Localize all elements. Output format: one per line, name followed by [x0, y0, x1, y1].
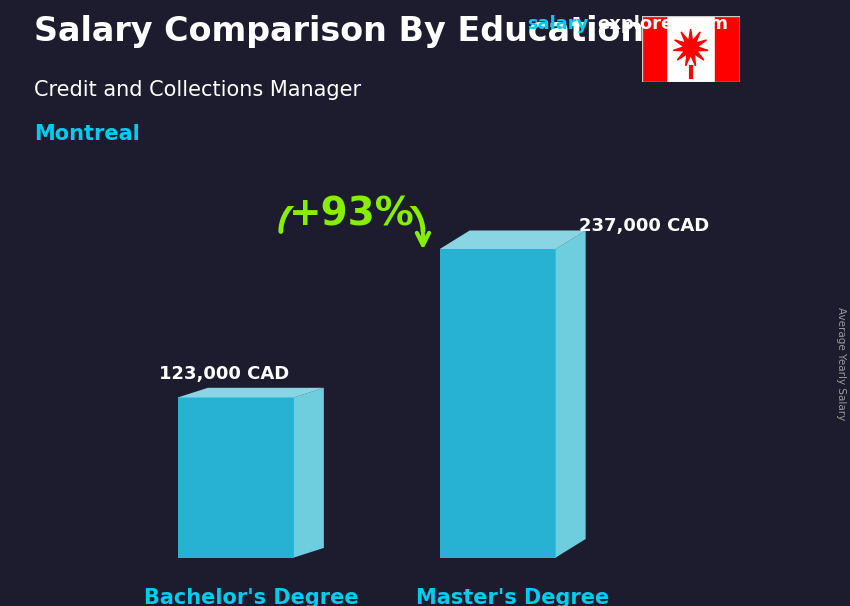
- Text: Salary Comparison By Education: Salary Comparison By Education: [34, 15, 644, 48]
- Text: Master's Degree: Master's Degree: [416, 588, 609, 606]
- Polygon shape: [178, 398, 294, 558]
- Polygon shape: [673, 29, 708, 66]
- Polygon shape: [439, 249, 556, 558]
- Polygon shape: [178, 388, 324, 398]
- Text: 237,000 CAD: 237,000 CAD: [579, 217, 709, 235]
- Text: 123,000 CAD: 123,000 CAD: [159, 365, 290, 384]
- Text: Credit and Collections Manager: Credit and Collections Manager: [34, 80, 361, 100]
- Text: salary: salary: [527, 15, 588, 33]
- Polygon shape: [556, 230, 586, 558]
- Text: Average Yearly Salary: Average Yearly Salary: [836, 307, 846, 420]
- Text: +93%: +93%: [289, 195, 415, 233]
- Text: Bachelor's Degree: Bachelor's Degree: [144, 588, 358, 606]
- Text: Montreal: Montreal: [34, 124, 139, 144]
- Polygon shape: [294, 388, 324, 558]
- Text: explorer.com: explorer.com: [598, 15, 728, 33]
- Bar: [642, 16, 666, 82]
- Bar: [715, 16, 740, 82]
- Polygon shape: [439, 230, 586, 249]
